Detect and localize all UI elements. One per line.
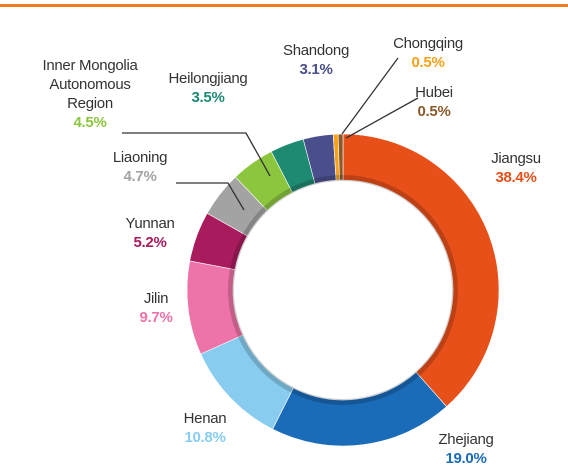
category-name: Jilin xyxy=(143,290,169,307)
value-label: 10.8% xyxy=(184,429,226,446)
category-name: Zhejiang xyxy=(438,431,494,448)
category-name: Yunnan xyxy=(125,215,175,232)
value-label: 5.2% xyxy=(133,234,167,251)
slice-label: Chongqing 0.5% xyxy=(393,34,463,72)
value-label: 3.5% xyxy=(191,89,225,106)
slice xyxy=(272,371,448,447)
slice xyxy=(342,133,500,408)
leaders xyxy=(122,57,419,211)
slice-label: Yunnan 5.2% xyxy=(125,214,174,252)
slice-label: Hubei 0.5% xyxy=(415,83,453,121)
slice-label: Liaoning 4.7% xyxy=(112,148,168,186)
inner-shadow xyxy=(228,175,458,405)
value-label: 4.5% xyxy=(73,114,107,131)
category-name: Hubei xyxy=(415,84,453,101)
category-name: Chongqing xyxy=(393,35,463,52)
slice-label: Jiangsu 38.4% xyxy=(491,149,541,187)
value-label: 19.0% xyxy=(445,450,487,467)
value-label: 0.5% xyxy=(411,54,445,71)
leader-line xyxy=(345,97,419,139)
value-label: 3.1% xyxy=(299,61,333,78)
value-label: 38.4% xyxy=(495,169,537,186)
category-name: Inner Mongolia Autonomous Region xyxy=(42,57,138,112)
category-name: Jiangsu xyxy=(491,150,541,167)
top-rule xyxy=(0,4,568,7)
slices xyxy=(186,133,500,447)
category-name: Henan xyxy=(183,410,227,427)
value-label: 4.7% xyxy=(123,168,157,185)
slice-label: Jilin 9.7% xyxy=(140,289,173,327)
slice-label: Henan 10.8% xyxy=(184,409,227,447)
leader-line xyxy=(122,132,271,177)
leader-line xyxy=(176,182,245,211)
slice-label: Heilongjiang 3.5% xyxy=(169,69,248,107)
slice-label: Inner Mongolia Autonomous Region 4.5% xyxy=(31,56,149,132)
category-name: Shandong xyxy=(282,42,350,59)
slice-label: Zhejiang 19.0% xyxy=(438,430,493,468)
category-name: Liaoning xyxy=(112,149,168,166)
slice-label: Shandong 3.1% xyxy=(283,41,349,79)
leader-line xyxy=(341,57,399,135)
category-name: Heilongjiang xyxy=(168,70,248,87)
value-label: 0.5% xyxy=(417,103,451,120)
slice xyxy=(337,133,344,181)
value-label: 9.7% xyxy=(139,309,173,326)
